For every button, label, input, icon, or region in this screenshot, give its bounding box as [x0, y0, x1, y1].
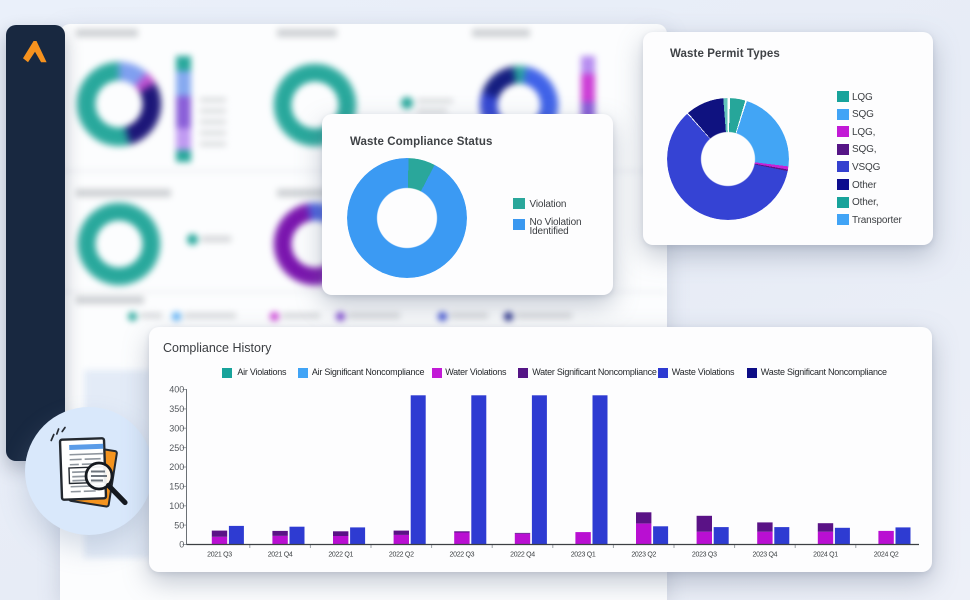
svg-text:400: 400 [169, 384, 184, 394]
svg-text:300: 300 [169, 423, 184, 433]
svg-text:2024 Q1: 2024 Q1 [813, 551, 838, 558]
svg-text:2023 Q1: 2023 Q1 [571, 551, 596, 558]
svg-text:200: 200 [169, 462, 184, 472]
svg-text:2024 Q2: 2024 Q2 [874, 551, 899, 558]
svg-text:2022 Q1: 2022 Q1 [328, 551, 353, 558]
svg-text:250: 250 [169, 442, 184, 452]
svg-text:100: 100 [169, 500, 184, 510]
svg-text:2022 Q3: 2022 Q3 [450, 551, 475, 558]
svg-text:2022 Q2: 2022 Q2 [389, 551, 414, 558]
svg-text:2021 Q3: 2021 Q3 [207, 551, 232, 558]
svg-text:2022 Q4: 2022 Q4 [510, 551, 535, 558]
svg-text:2023 Q3: 2023 Q3 [692, 551, 717, 558]
svg-text:0: 0 [179, 539, 184, 549]
svg-text:350: 350 [169, 404, 184, 414]
svg-text:2021 Q4: 2021 Q4 [268, 551, 293, 558]
svg-text:2023 Q2: 2023 Q2 [631, 551, 656, 558]
svg-text:150: 150 [169, 481, 184, 491]
svg-text:2023 Q4: 2023 Q4 [753, 551, 778, 558]
svg-text:50: 50 [174, 520, 184, 530]
